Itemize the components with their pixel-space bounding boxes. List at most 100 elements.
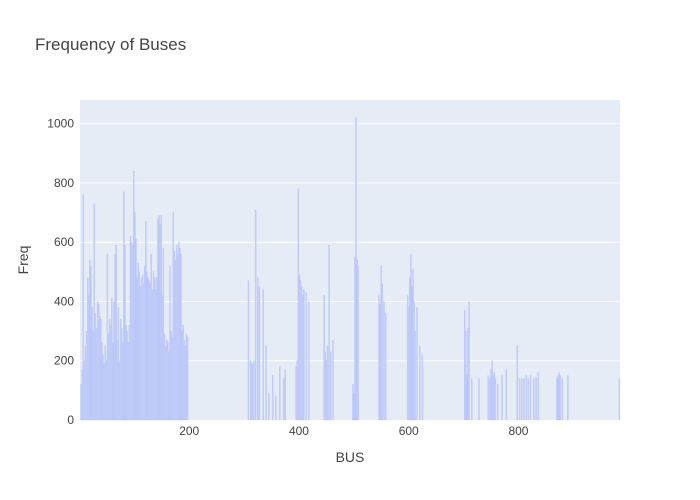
bar[interactable] [123,191,125,421]
bar[interactable] [378,295,380,421]
bar[interactable] [380,265,382,421]
bar[interactable] [414,330,416,421]
bar[interactable] [125,325,127,421]
bar[interactable] [98,304,100,421]
bar[interactable] [496,384,499,421]
bar[interactable] [527,378,530,421]
bar[interactable] [145,221,147,421]
bar[interactable] [143,283,145,421]
bar[interactable] [466,375,468,421]
bar[interactable] [257,277,259,421]
bar[interactable] [155,289,157,421]
bar[interactable] [301,286,303,421]
bar[interactable] [126,330,128,421]
bar[interactable] [133,170,135,421]
bar[interactable] [182,325,184,421]
bar[interactable] [297,188,300,421]
bar[interactable] [501,375,503,421]
bar[interactable] [170,330,172,421]
bar[interactable] [561,378,564,421]
bar[interactable] [268,393,270,421]
bar[interactable] [491,360,493,421]
bar[interactable] [135,239,137,421]
bar[interactable] [556,378,558,421]
bar[interactable] [93,203,95,421]
bar[interactable] [567,375,569,421]
bar[interactable] [186,336,189,421]
bar[interactable] [295,366,297,421]
bar[interactable] [134,212,136,421]
bar[interactable] [353,393,355,421]
bar[interactable] [128,325,131,421]
bar[interactable] [101,342,103,421]
bar[interactable] [81,369,83,421]
bar[interactable] [275,396,277,421]
bar[interactable] [168,351,170,421]
bar[interactable] [328,245,330,421]
bar[interactable] [184,345,187,421]
bar[interactable] [247,280,250,421]
bar[interactable] [112,342,114,421]
bar[interactable] [523,378,525,421]
bar[interactable] [159,224,161,421]
bar[interactable] [158,215,160,421]
bar[interactable] [419,345,421,421]
bar[interactable] [478,378,480,421]
bar[interactable] [106,253,109,421]
bar[interactable] [174,259,177,421]
bar[interactable] [518,378,521,421]
bar[interactable] [164,345,167,421]
bar[interactable] [492,375,494,421]
bar[interactable] [324,351,326,421]
bar[interactable] [116,339,118,421]
bar[interactable] [251,363,253,421]
bar[interactable] [325,360,328,421]
bar[interactable] [254,209,257,421]
bar[interactable] [114,253,116,421]
bar[interactable] [250,360,252,421]
bar[interactable] [284,369,286,421]
bar[interactable] [89,259,91,421]
bar[interactable] [262,289,264,421]
bar[interactable] [149,283,151,421]
bar[interactable] [468,301,470,421]
bar[interactable] [85,330,88,421]
bar[interactable] [178,242,180,421]
bar[interactable] [161,295,163,421]
bar[interactable] [494,378,497,421]
bar[interactable] [132,245,134,421]
bar[interactable] [379,304,381,421]
bar[interactable] [355,117,357,421]
bar[interactable] [94,313,97,421]
bar[interactable] [525,375,527,421]
bar[interactable] [102,354,104,421]
bar[interactable] [535,376,537,421]
bar[interactable] [413,301,415,421]
bar[interactable] [253,360,255,421]
bar[interactable] [298,274,301,421]
bar[interactable] [464,310,466,421]
bar[interactable] [357,265,359,421]
bar[interactable] [115,245,117,421]
bar[interactable] [265,345,267,421]
bar[interactable] [183,339,185,421]
bar[interactable] [162,247,165,421]
bar[interactable] [505,369,508,421]
bar[interactable] [180,253,182,421]
bar[interactable] [408,307,410,421]
bar[interactable] [410,253,412,421]
bar[interactable] [110,325,112,421]
bar[interactable] [82,194,84,421]
bar[interactable] [153,277,156,421]
bar[interactable] [181,330,183,421]
bar[interactable] [179,247,181,421]
bar[interactable] [299,280,302,421]
bar[interactable] [163,333,166,421]
bar[interactable] [354,256,356,421]
bar[interactable] [409,277,411,421]
bar[interactable] [100,319,102,421]
bar[interactable] [92,330,94,421]
bar[interactable] [296,360,298,421]
bar[interactable] [406,295,409,421]
bar[interactable] [87,277,89,421]
